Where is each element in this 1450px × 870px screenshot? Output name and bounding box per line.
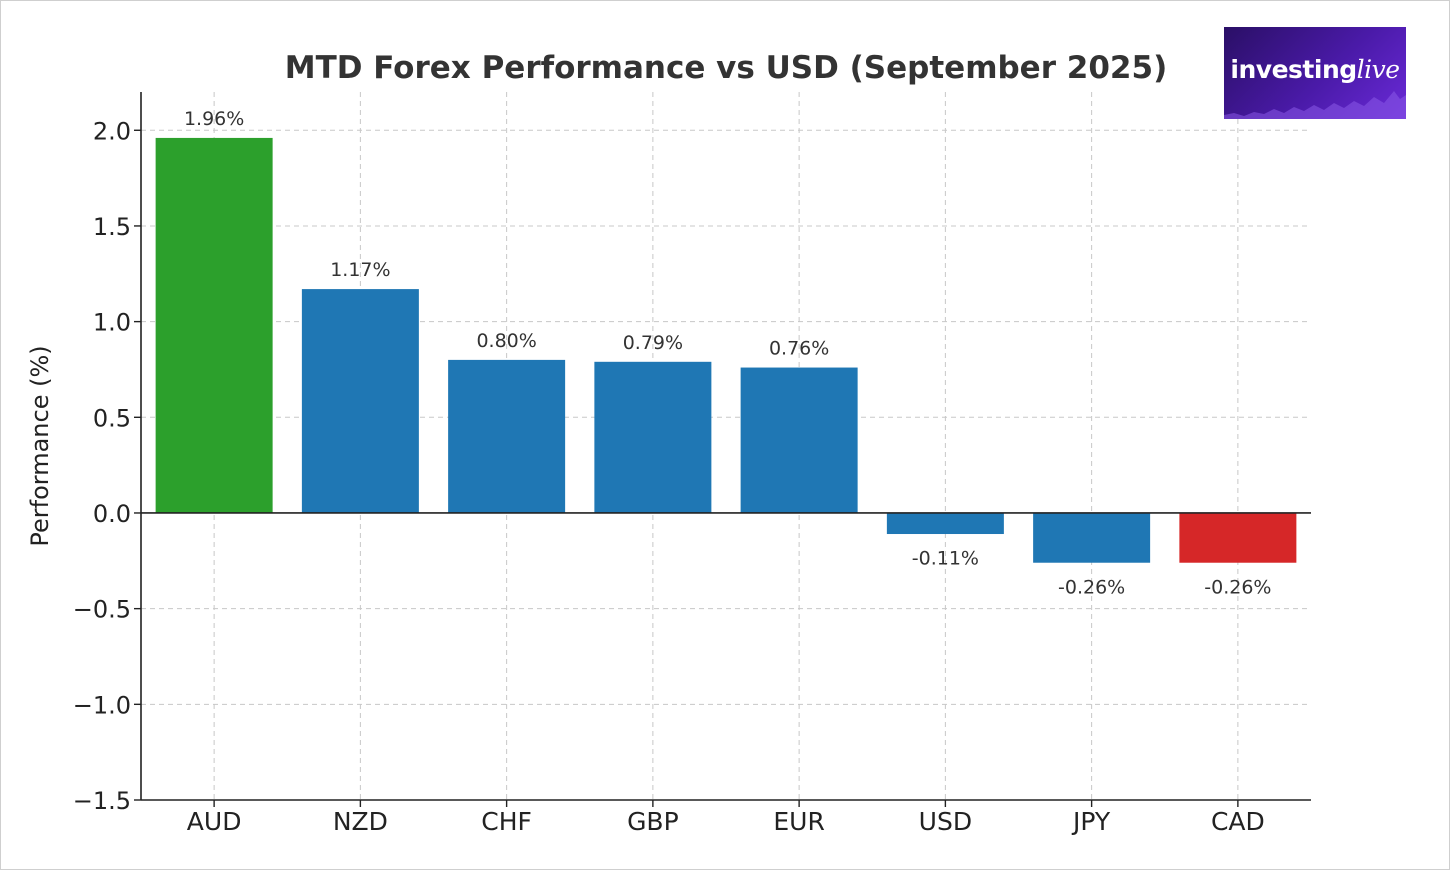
investinglive-logo: investinglive — [1224, 27, 1406, 119]
data-label: 0.79% — [623, 332, 683, 354]
logo-text: investinglive — [1230, 55, 1400, 84]
bars-group — [155, 137, 1297, 563]
data-label: 1.17% — [330, 259, 390, 281]
x-tick-label: JPY — [1071, 807, 1111, 836]
bar-usd — [886, 512, 1004, 535]
y-tick-label: 0.5 — [93, 404, 131, 432]
bar-chf — [448, 359, 566, 513]
bar-nzd — [301, 289, 419, 513]
y-tick-label: 0.0 — [93, 500, 131, 528]
y-tick-label: 2.0 — [93, 117, 131, 145]
x-tick-label: CAD — [1211, 807, 1265, 836]
y-tick-label: −0.5 — [73, 596, 131, 624]
x-tick-label: NZD — [333, 807, 388, 836]
data-label: 0.76% — [769, 338, 829, 360]
x-tick-label: USD — [919, 807, 972, 836]
logo-wave-graphic — [1224, 91, 1406, 119]
axes — [140, 92, 1311, 801]
x-ticks: AUD NZD CHF GBP EUR USD JPY CAD — [187, 800, 1265, 836]
data-label: -0.26% — [1058, 576, 1125, 598]
bar-eur — [740, 367, 858, 513]
y-tick-label: 1.0 — [93, 309, 131, 337]
data-label: -0.11% — [912, 548, 979, 570]
bar-jpy — [1033, 512, 1151, 563]
bar-aud — [155, 137, 273, 513]
y-ticks: 2.0 1.5 1.0 0.5 0.0 −0.5 −1.0 −1.5 — [73, 117, 141, 815]
bar-gbp — [594, 361, 712, 513]
x-tick-label: CHF — [481, 807, 532, 836]
data-label: 0.80% — [476, 330, 536, 352]
y-tick-label: 1.5 — [93, 213, 131, 241]
data-label: -0.26% — [1204, 576, 1271, 598]
bar-cad — [1179, 512, 1297, 563]
x-tick-label: EUR — [773, 807, 824, 836]
data-label: 1.96% — [184, 108, 244, 130]
data-labels: 1.96% 1.17% 0.80% 0.79% 0.76% -0.11% -0.26% -0.… — [184, 108, 1272, 598]
x-tick-label: GBP — [627, 807, 679, 836]
x-tick-label: AUD — [187, 807, 242, 836]
y-axis-label: Performance (%) — [26, 345, 54, 546]
chart-title: MTD Forex Performance vs USD (September … — [285, 50, 1168, 86]
y-tick-label: −1.0 — [73, 691, 131, 719]
y-tick-label: −1.5 — [73, 787, 131, 815]
